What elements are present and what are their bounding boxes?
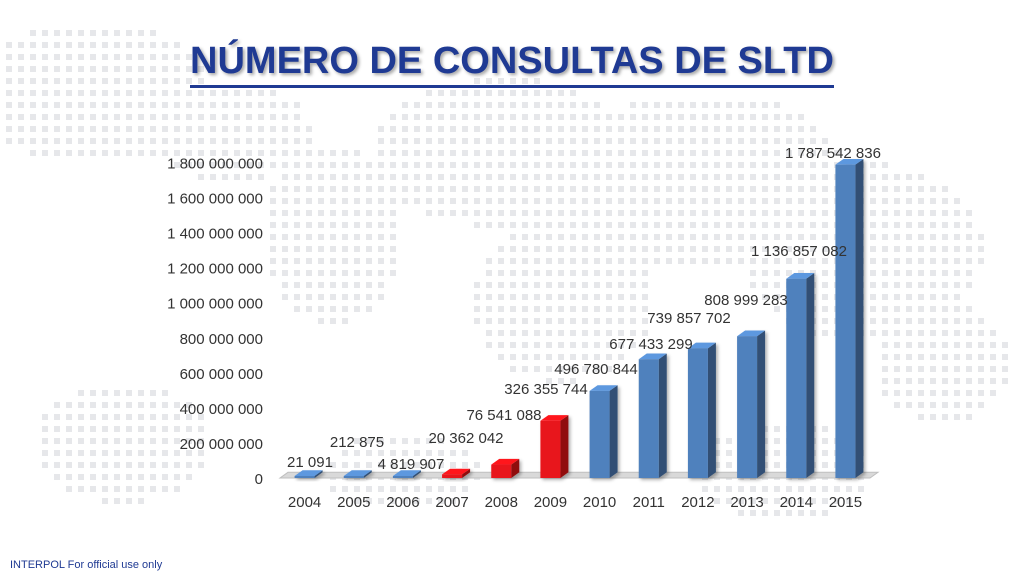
y-tick-label: 1 800 000 000 — [167, 156, 263, 173]
bar-2013 — [737, 330, 766, 478]
y-tick-label: 200 000 000 — [180, 436, 263, 453]
data-label: 677 433 299 — [609, 336, 692, 353]
x-tick-label: 2009 — [534, 494, 567, 511]
x-tick-label: 2014 — [780, 494, 813, 511]
x-tick-label: 2006 — [386, 494, 419, 511]
y-tick-label: 1 000 000 000 — [167, 296, 263, 313]
x-tick-label: 2007 — [435, 494, 468, 511]
chart-floor — [278, 471, 880, 479]
data-label: 496 780 844 — [554, 361, 637, 378]
x-tick-label: 2010 — [583, 494, 616, 511]
x-tick-label: 2004 — [288, 494, 321, 511]
data-label: 808 999 283 — [704, 292, 787, 309]
y-tick-label: 800 000 000 — [180, 331, 263, 348]
x-tick-label: 2015 — [829, 494, 862, 511]
data-label: 739 857 702 — [647, 310, 730, 327]
data-label: 4 819 907 — [378, 456, 445, 473]
bar-2008 — [491, 458, 520, 478]
y-tick-label: 0 — [255, 471, 263, 488]
bar-2011 — [638, 353, 667, 478]
data-label: 21 091 — [287, 454, 333, 471]
bar-2010 — [589, 385, 618, 478]
x-tick-label: 2008 — [485, 494, 518, 511]
bar-2007 — [442, 468, 471, 478]
y-tick-label: 1 400 000 000 — [167, 226, 263, 243]
bar-2015 — [835, 158, 864, 478]
bar-2005 — [343, 470, 372, 478]
data-label: 326 355 744 — [504, 381, 587, 398]
bar-2004 — [294, 470, 323, 478]
x-tick-label: 2013 — [730, 494, 763, 511]
y-tick-label: 600 000 000 — [180, 366, 263, 383]
footer-text: INTERPOL For official use only — [10, 559, 163, 571]
x-tick-label: 2005 — [337, 494, 370, 511]
slide-title: NÚMERO DE CONSULTAS DE SLTD — [0, 40, 1024, 88]
y-tick-label: 1 200 000 000 — [167, 261, 263, 278]
y-tick-label: 400 000 000 — [180, 401, 263, 418]
x-tick-label: 2011 — [633, 494, 665, 511]
bar-2006 — [392, 470, 421, 478]
x-tick-label: 2012 — [681, 494, 714, 511]
data-label: 20 362 042 — [428, 430, 503, 447]
data-label: 212 875 — [330, 434, 384, 451]
y-tick-label: 1 600 000 000 — [167, 191, 263, 208]
data-label: 1 136 857 082 — [751, 243, 847, 260]
bar-2009 — [540, 415, 569, 478]
data-label: 76 541 088 — [466, 407, 541, 424]
data-label: 1 787 542 836 — [785, 145, 881, 162]
bar-2014 — [786, 273, 815, 478]
bar-2012 — [687, 342, 716, 478]
